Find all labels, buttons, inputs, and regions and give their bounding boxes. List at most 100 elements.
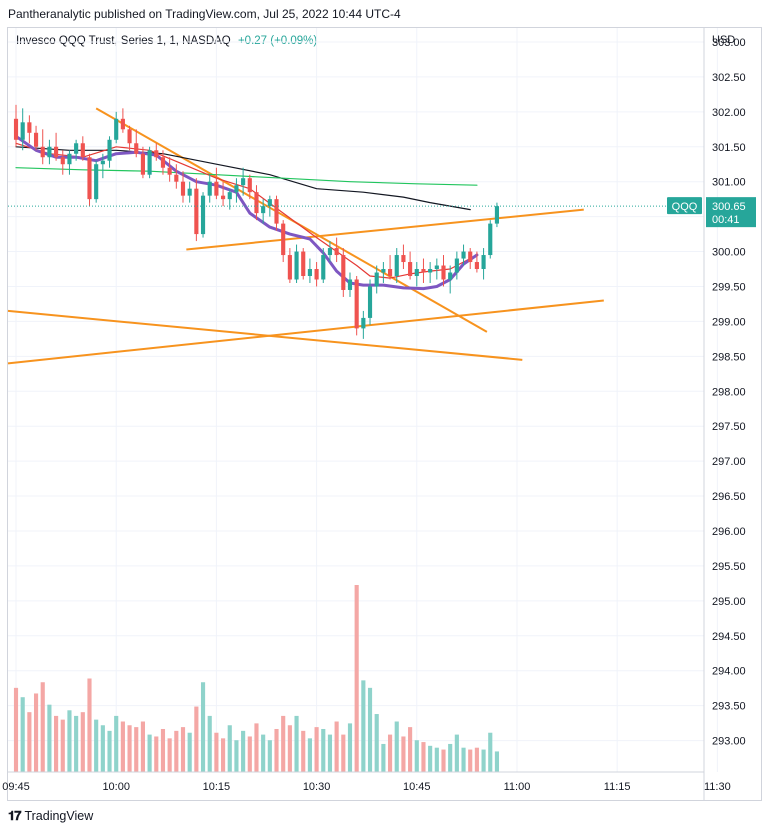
candle-body xyxy=(454,258,459,273)
candle-body xyxy=(274,199,279,224)
trendline xyxy=(95,107,488,333)
volume-bar xyxy=(134,727,139,772)
volume-bar xyxy=(127,725,132,772)
symbol-legend[interactable]: Invesco QQQ Trust, Series 1, 1, NASDAQ +… xyxy=(16,35,317,47)
candle-body xyxy=(281,223,286,256)
candle-body xyxy=(374,272,379,287)
volume-bar xyxy=(481,749,486,772)
candles xyxy=(13,104,500,339)
candle-body xyxy=(241,178,246,186)
candle-body xyxy=(448,272,453,280)
candle-body xyxy=(20,122,25,140)
candle-body xyxy=(494,206,500,224)
price-tick-label: 303.00 xyxy=(712,37,746,49)
volume-bar xyxy=(454,734,459,772)
candle-body xyxy=(33,132,39,147)
volume-bar xyxy=(381,743,386,772)
trendlines[interactable] xyxy=(7,107,604,365)
volume-bar xyxy=(207,715,212,772)
volume-bar xyxy=(367,687,373,772)
candle-body xyxy=(481,255,486,270)
ticker-badge-label: QQQ xyxy=(672,201,698,213)
candle-body xyxy=(100,160,105,165)
candle-body xyxy=(381,269,386,273)
axes xyxy=(8,28,705,800)
symbol-title: Invesco QQQ Trust, Series 1, 1, NASDAQ xyxy=(16,35,231,47)
candle-body xyxy=(13,118,19,140)
volume-bar xyxy=(180,727,186,772)
volume-bar xyxy=(120,721,125,772)
ma_mid-line xyxy=(14,134,479,291)
volume-bar xyxy=(267,740,272,772)
volume-bar xyxy=(281,715,286,772)
candle-body xyxy=(367,286,373,318)
price-change: +0.27 (+0.09%) xyxy=(237,35,318,47)
candle-body xyxy=(488,223,493,256)
price-tick-label: 295.00 xyxy=(712,596,746,608)
volume-bar xyxy=(33,693,39,772)
candle-body xyxy=(200,195,206,235)
volume-bar xyxy=(408,727,413,772)
price-tick-label: 296.50 xyxy=(712,491,746,503)
candle-body xyxy=(47,146,52,158)
footer[interactable]: 𝟏𝟕 TradingView xyxy=(8,808,93,824)
volume-bar xyxy=(107,730,112,772)
candle-body xyxy=(160,157,166,168)
candle-body xyxy=(27,122,32,133)
time-tick-label: 11:30 xyxy=(704,781,731,793)
candle-body xyxy=(321,255,326,280)
volume-bar xyxy=(40,682,45,772)
candle-body xyxy=(147,150,152,175)
candle-body xyxy=(67,153,72,165)
candle-body xyxy=(74,143,79,154)
bar-countdown: 00:41 xyxy=(712,214,740,226)
ticker-badge xyxy=(667,197,702,215)
volume-bar xyxy=(221,738,226,772)
candle-body xyxy=(120,118,125,130)
brand-name: TradingView xyxy=(24,809,94,823)
volume-bar xyxy=(374,714,379,772)
candle-body xyxy=(107,139,112,161)
moving-averages xyxy=(14,134,479,291)
volume-bar xyxy=(334,721,339,772)
volume-bar xyxy=(167,738,172,772)
time-tick-label: 11:15 xyxy=(604,781,631,793)
candle-body xyxy=(474,262,479,270)
volume-bar xyxy=(160,728,166,772)
candle-body xyxy=(114,118,119,140)
volume-bar xyxy=(314,727,319,772)
candle-body xyxy=(301,251,306,276)
candle-body xyxy=(441,265,446,280)
price-tick-label: 297.00 xyxy=(712,456,746,468)
candle-body xyxy=(80,143,85,158)
last-price-value: 300.65 xyxy=(712,201,746,213)
volume-bar xyxy=(414,740,419,772)
volume-bar xyxy=(13,687,19,772)
candle-body xyxy=(87,157,92,200)
volume-bar xyxy=(354,585,359,772)
volume-bar xyxy=(234,740,239,772)
price-tick-label: 293.00 xyxy=(712,736,746,748)
volume-bar xyxy=(214,732,219,772)
volume-bar xyxy=(488,732,493,772)
candle-body xyxy=(54,146,59,158)
volume-bar xyxy=(301,730,306,772)
candle-body xyxy=(247,178,252,193)
price-tick-label: 302.50 xyxy=(712,72,746,84)
time-tick-label: 10:45 xyxy=(403,781,431,793)
time-tick-label: 11:00 xyxy=(504,781,531,793)
last-price-badge xyxy=(706,197,756,228)
candle-body xyxy=(60,157,65,165)
price-tick-label: 300.00 xyxy=(712,247,746,259)
volume-bar xyxy=(387,734,393,772)
ma_fast-line xyxy=(15,142,478,279)
volume-bar xyxy=(200,682,206,772)
candle-body xyxy=(414,269,419,276)
volume-bar xyxy=(421,742,426,772)
candle-body xyxy=(468,251,473,263)
time-tick-label: 10:30 xyxy=(303,781,331,793)
volume-bar xyxy=(307,738,312,772)
volume-bar xyxy=(294,715,299,772)
